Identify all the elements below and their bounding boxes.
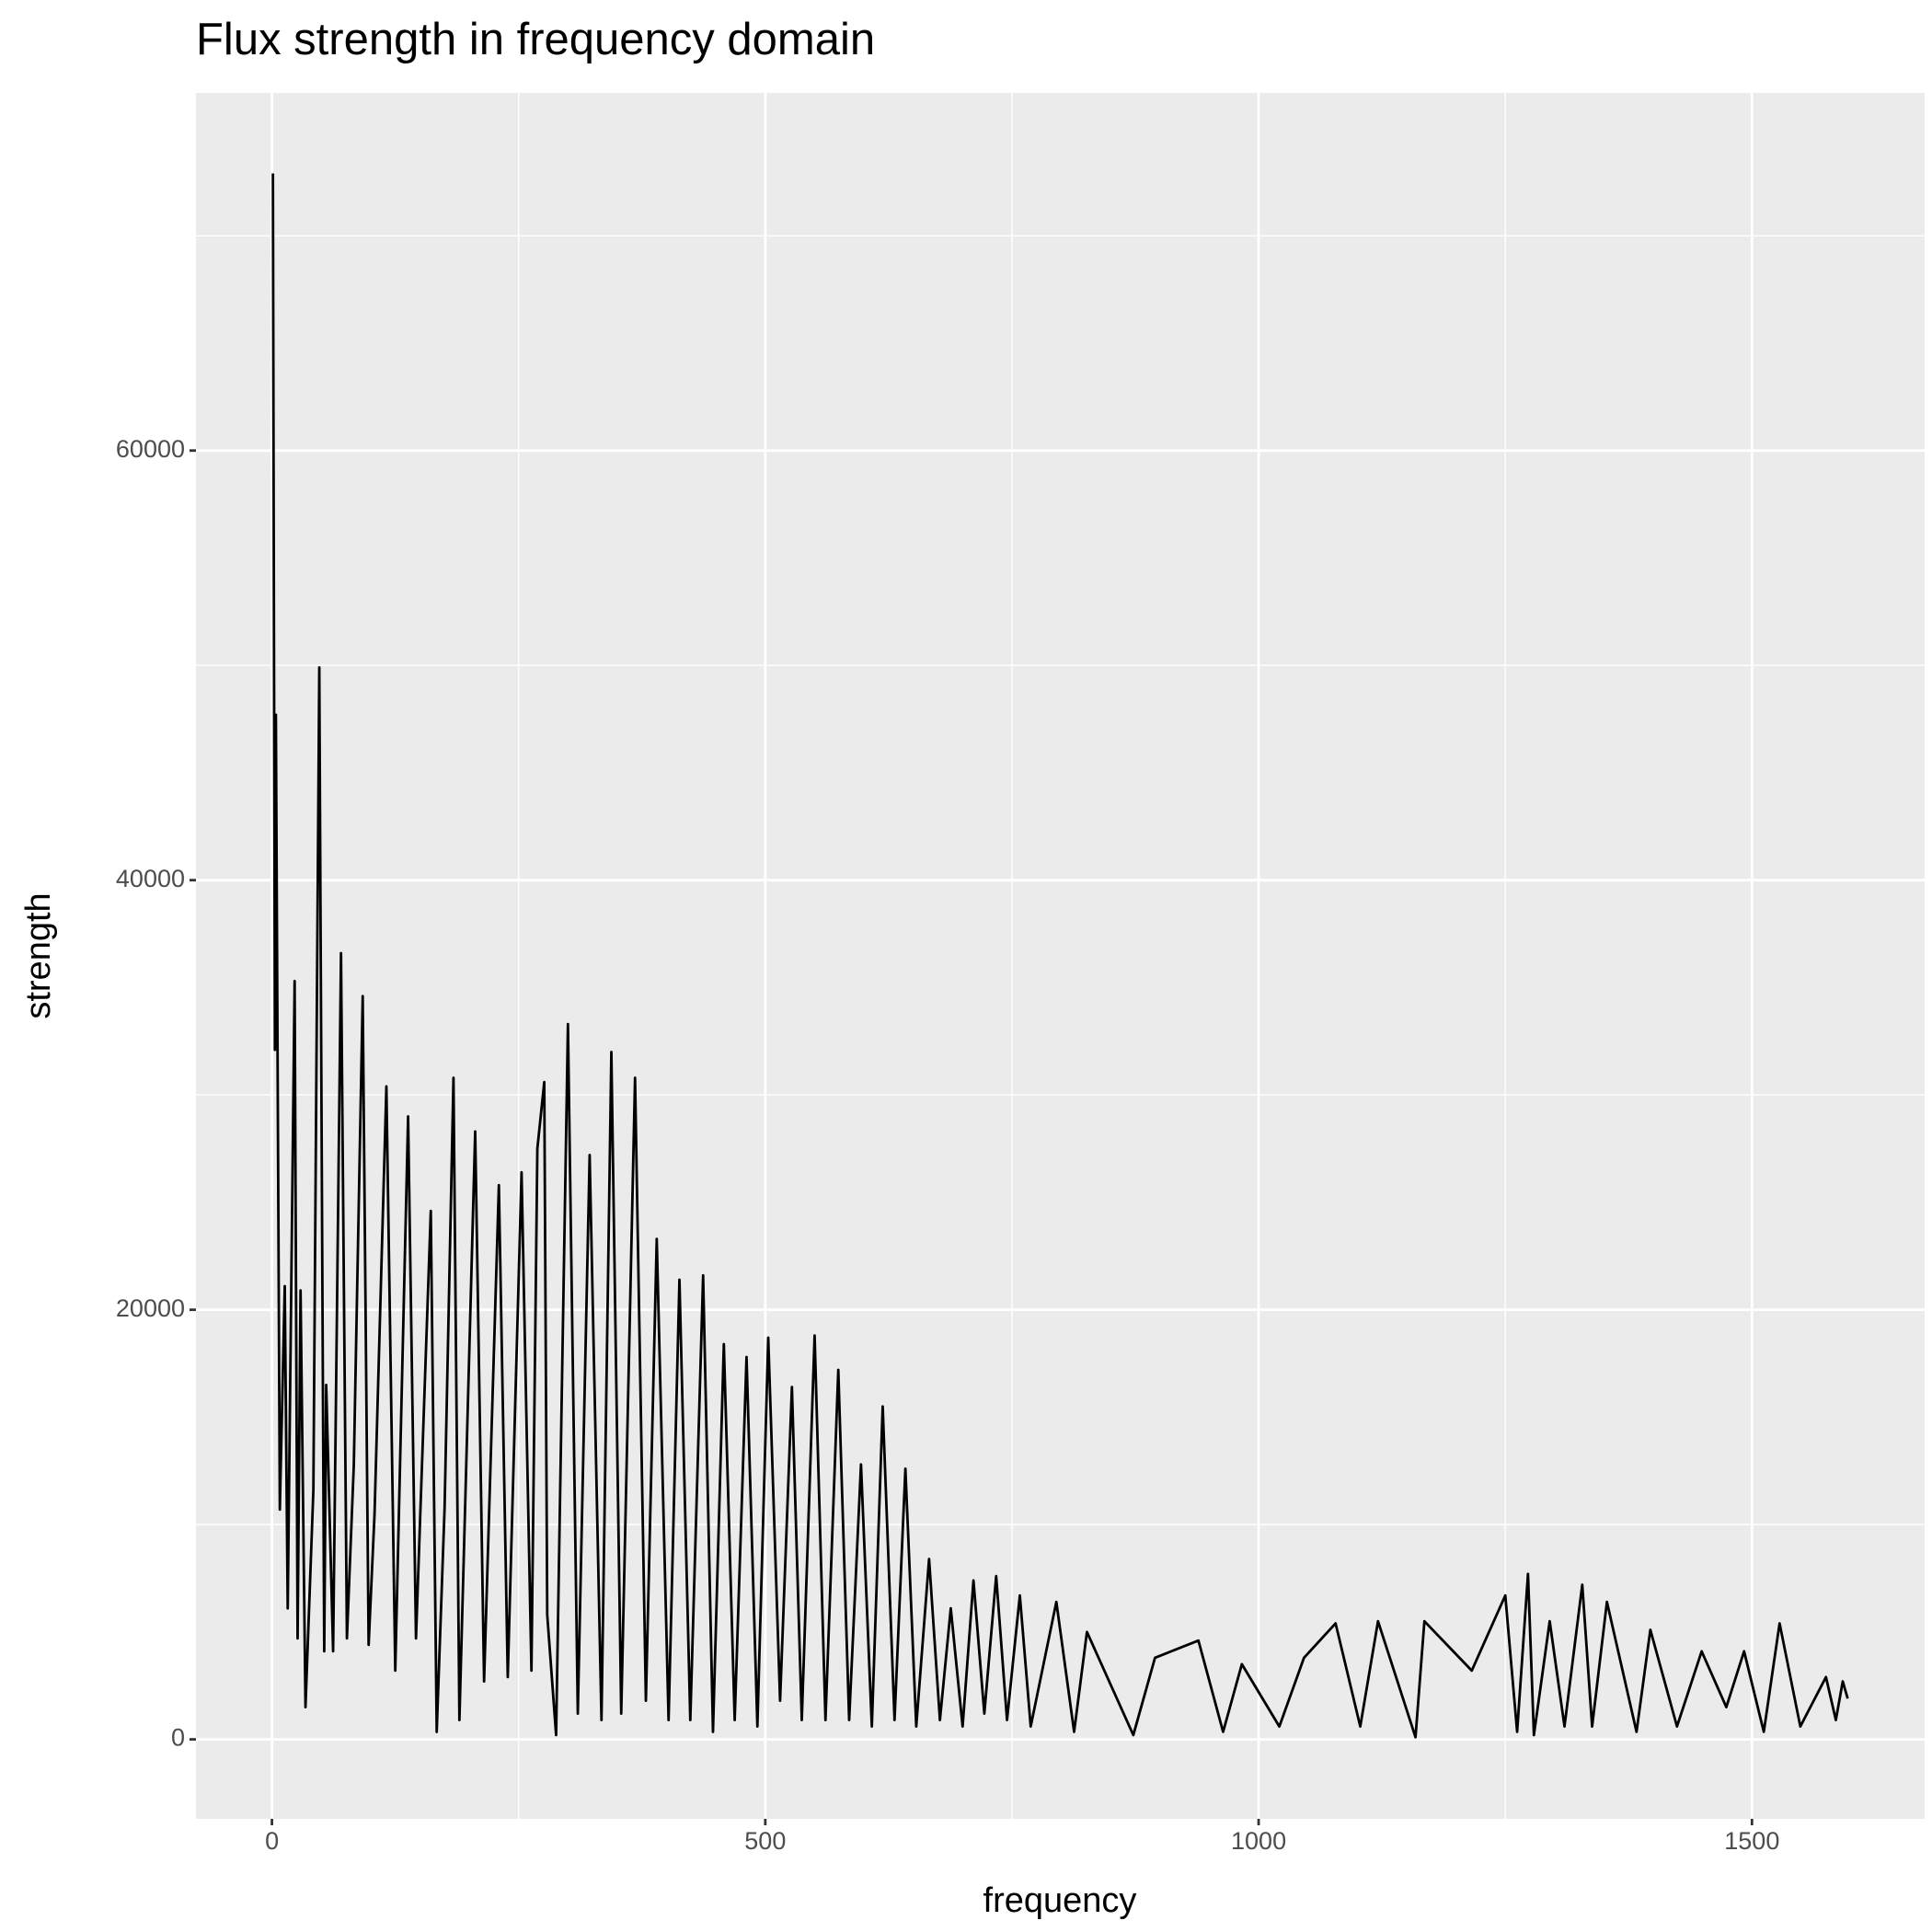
x-tick-label: 500: [744, 1827, 786, 1855]
y-tick-label: 20000: [116, 1294, 185, 1322]
chart-title: Flux strength in frequency domain: [196, 15, 875, 64]
line: [271, 173, 1849, 1739]
x-axis-title: frequency: [983, 1881, 1137, 1920]
x-tick-label: 1500: [1724, 1827, 1779, 1855]
y-tick-label: 40000: [116, 865, 185, 892]
x-tick-label: 1000: [1231, 1827, 1286, 1855]
y-axis-title: strength: [19, 892, 58, 1018]
y-tick-label: 60000: [116, 435, 185, 463]
x-tick-label: 0: [265, 1827, 279, 1855]
y-tick-label: 0: [171, 1724, 185, 1752]
panel: [196, 93, 1925, 1819]
